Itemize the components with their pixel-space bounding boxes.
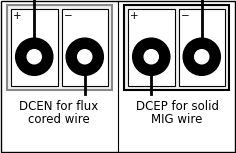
Circle shape (183, 38, 220, 75)
Text: DCEN for flux: DCEN for flux (19, 100, 99, 113)
Circle shape (66, 38, 103, 75)
Text: +: + (130, 11, 139, 21)
Circle shape (133, 38, 170, 75)
Text: DCEP for solid: DCEP for solid (135, 100, 219, 113)
Bar (11, 9, 58, 86)
Bar (128, 9, 174, 86)
Text: −: − (181, 11, 189, 21)
Text: MIG wire: MIG wire (151, 113, 203, 126)
Circle shape (195, 50, 209, 64)
Bar (62, 9, 108, 86)
Text: +: + (13, 11, 22, 21)
Text: −: − (63, 11, 72, 21)
Bar (124, 5, 229, 90)
Circle shape (27, 50, 41, 64)
Text: cored wire: cored wire (28, 113, 90, 126)
Circle shape (16, 38, 53, 75)
Bar (178, 9, 225, 86)
Circle shape (78, 50, 92, 64)
Circle shape (144, 50, 158, 64)
Bar (7, 5, 112, 90)
